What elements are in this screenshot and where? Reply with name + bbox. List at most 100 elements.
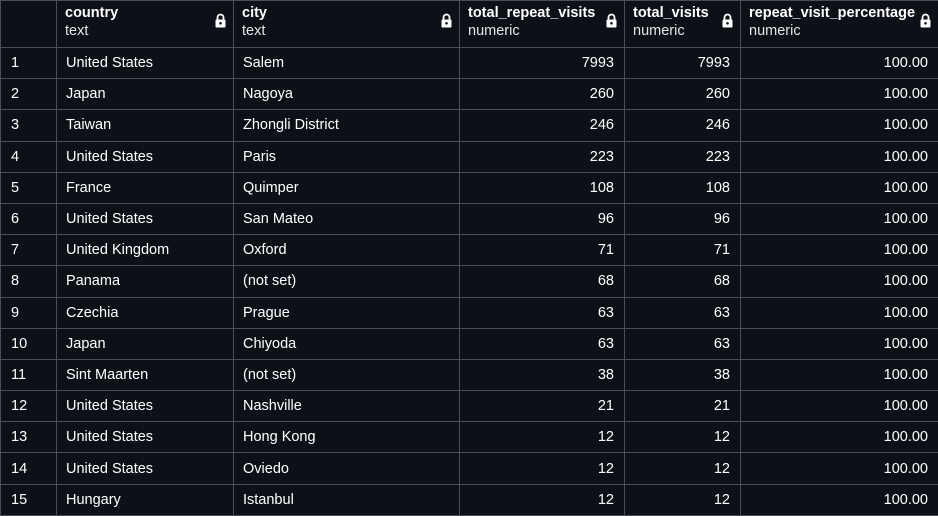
country-cell[interactable]: Hungary (56, 483, 234, 516)
total-repeat-visits-cell[interactable]: 12 (459, 452, 625, 485)
total-visits-cell[interactable]: 7993 (624, 46, 741, 80)
country-cell[interactable]: Panama (56, 265, 234, 298)
city-cell[interactable]: Nashville (233, 390, 460, 423)
table-row[interactable]: 11 Sint Maarten (not set) 38 38 100.00 (0, 358, 938, 392)
total-repeat-visits-cell[interactable]: 38 (459, 358, 625, 392)
repeat-visit-percentage-cell[interactable]: 100.00 (740, 483, 938, 516)
column-header-repeat-visit-percentage[interactable]: repeat_visit_percentage numeric (740, 0, 938, 48)
table-row[interactable]: 3 Taiwan Zhongli District 246 246 100.00 (0, 109, 938, 142)
country-cell[interactable]: United States (56, 202, 234, 236)
total-repeat-visits-cell[interactable]: 21 (459, 390, 625, 423)
country-cell[interactable]: United States (56, 421, 234, 454)
total-visits-cell[interactable]: 38 (624, 358, 741, 392)
city-cell[interactable]: (not set) (233, 358, 460, 392)
row-number-cell[interactable]: 9 (0, 296, 57, 329)
repeat-visit-percentage-cell[interactable]: 100.00 (740, 234, 938, 267)
city-cell[interactable]: San Mateo (233, 202, 460, 236)
total-visits-cell[interactable]: 12 (624, 421, 741, 454)
repeat-visit-percentage-cell[interactable]: 100.00 (740, 421, 938, 454)
country-cell[interactable]: Sint Maarten (56, 358, 234, 392)
repeat-visit-percentage-cell[interactable]: 100.00 (740, 109, 938, 142)
total-repeat-visits-cell[interactable]: 246 (459, 109, 625, 142)
table-row[interactable]: 6 United States San Mateo 96 96 100.00 (0, 202, 938, 236)
total-visits-cell[interactable]: 68 (624, 265, 741, 298)
row-number-cell[interactable]: 11 (0, 358, 57, 392)
country-cell[interactable]: United States (56, 140, 234, 173)
city-cell[interactable]: (not set) (233, 265, 460, 298)
repeat-visit-percentage-cell[interactable]: 100.00 (740, 171, 938, 204)
country-cell[interactable]: United States (56, 46, 234, 80)
table-row[interactable]: 1 United States Salem 7993 7993 100.00 (0, 46, 938, 80)
row-number-cell[interactable]: 2 (0, 78, 57, 111)
total-repeat-visits-cell[interactable]: 71 (459, 234, 625, 267)
column-header-total-repeat-visits[interactable]: total_repeat_visits numeric (459, 0, 625, 48)
total-visits-cell[interactable]: 246 (624, 109, 741, 142)
total-visits-cell[interactable]: 260 (624, 78, 741, 111)
table-row[interactable]: 10 Japan Chiyoda 63 63 100.00 (0, 327, 938, 360)
repeat-visit-percentage-cell[interactable]: 100.00 (740, 327, 938, 360)
row-number-header[interactable] (0, 0, 57, 48)
repeat-visit-percentage-cell[interactable]: 100.00 (740, 452, 938, 485)
city-cell[interactable]: Nagoya (233, 78, 460, 111)
total-visits-cell[interactable]: 96 (624, 202, 741, 236)
total-repeat-visits-cell[interactable]: 96 (459, 202, 625, 236)
row-number-cell[interactable]: 8 (0, 265, 57, 298)
city-cell[interactable]: Oviedo (233, 452, 460, 485)
table-row[interactable]: 13 United States Hong Kong 12 12 100.00 (0, 421, 938, 454)
table-row[interactable]: 14 United States Oviedo 12 12 100.00 (0, 452, 938, 485)
table-row[interactable]: 7 United Kingdom Oxford 71 71 100.00 (0, 234, 938, 267)
column-header-total-visits[interactable]: total_visits numeric (624, 0, 741, 48)
total-repeat-visits-cell[interactable]: 68 (459, 265, 625, 298)
total-visits-cell[interactable]: 12 (624, 452, 741, 485)
repeat-visit-percentage-cell[interactable]: 100.00 (740, 265, 938, 298)
city-cell[interactable]: Chiyoda (233, 327, 460, 360)
repeat-visit-percentage-cell[interactable]: 100.00 (740, 202, 938, 236)
total-visits-cell[interactable]: 71 (624, 234, 741, 267)
column-header-country[interactable]: country text (56, 0, 234, 48)
city-cell[interactable]: Istanbul (233, 483, 460, 516)
city-cell[interactable]: Salem (233, 46, 460, 80)
repeat-visit-percentage-cell[interactable]: 100.00 (740, 296, 938, 329)
total-visits-cell[interactable]: 12 (624, 483, 741, 516)
total-visits-cell[interactable]: 108 (624, 171, 741, 204)
total-repeat-visits-cell[interactable]: 260 (459, 78, 625, 111)
table-row[interactable]: 8 Panama (not set) 68 68 100.00 (0, 265, 938, 298)
table-row[interactable]: 9 Czechia Prague 63 63 100.00 (0, 296, 938, 329)
row-number-cell[interactable]: 15 (0, 483, 57, 516)
row-number-cell[interactable]: 5 (0, 171, 57, 204)
table-row[interactable]: 15 Hungary Istanbul 12 12 100.00 (0, 483, 938, 516)
column-header-city[interactable]: city text (233, 0, 460, 48)
total-repeat-visits-cell[interactable]: 63 (459, 327, 625, 360)
total-repeat-visits-cell[interactable]: 108 (459, 171, 625, 204)
country-cell[interactable]: Taiwan (56, 109, 234, 142)
row-number-cell[interactable]: 7 (0, 234, 57, 267)
city-cell[interactable]: Quimper (233, 171, 460, 204)
row-number-cell[interactable]: 1 (0, 46, 57, 80)
row-number-cell[interactable]: 6 (0, 202, 57, 236)
table-row[interactable]: 12 United States Nashville 21 21 100.00 (0, 390, 938, 423)
total-repeat-visits-cell[interactable]: 7993 (459, 46, 625, 80)
total-repeat-visits-cell[interactable]: 12 (459, 483, 625, 516)
repeat-visit-percentage-cell[interactable]: 100.00 (740, 78, 938, 111)
total-repeat-visits-cell[interactable]: 12 (459, 421, 625, 454)
table-row[interactable]: 5 France Quimper 108 108 100.00 (0, 171, 938, 204)
repeat-visit-percentage-cell[interactable]: 100.00 (740, 46, 938, 80)
city-cell[interactable]: Zhongli District (233, 109, 460, 142)
city-cell[interactable]: Paris (233, 140, 460, 173)
country-cell[interactable]: Czechia (56, 296, 234, 329)
total-visits-cell[interactable]: 63 (624, 327, 741, 360)
country-cell[interactable]: France (56, 171, 234, 204)
repeat-visit-percentage-cell[interactable]: 100.00 (740, 358, 938, 392)
row-number-cell[interactable]: 12 (0, 390, 57, 423)
row-number-cell[interactable]: 14 (0, 452, 57, 485)
city-cell[interactable]: Oxford (233, 234, 460, 267)
city-cell[interactable]: Hong Kong (233, 421, 460, 454)
table-row[interactable]: 4 United States Paris 223 223 100.00 (0, 140, 938, 173)
total-repeat-visits-cell[interactable]: 63 (459, 296, 625, 329)
country-cell[interactable]: Japan (56, 327, 234, 360)
repeat-visit-percentage-cell[interactable]: 100.00 (740, 390, 938, 423)
country-cell[interactable]: United Kingdom (56, 234, 234, 267)
row-number-cell[interactable]: 10 (0, 327, 57, 360)
table-row[interactable]: 2 Japan Nagoya 260 260 100.00 (0, 78, 938, 111)
total-repeat-visits-cell[interactable]: 223 (459, 140, 625, 173)
